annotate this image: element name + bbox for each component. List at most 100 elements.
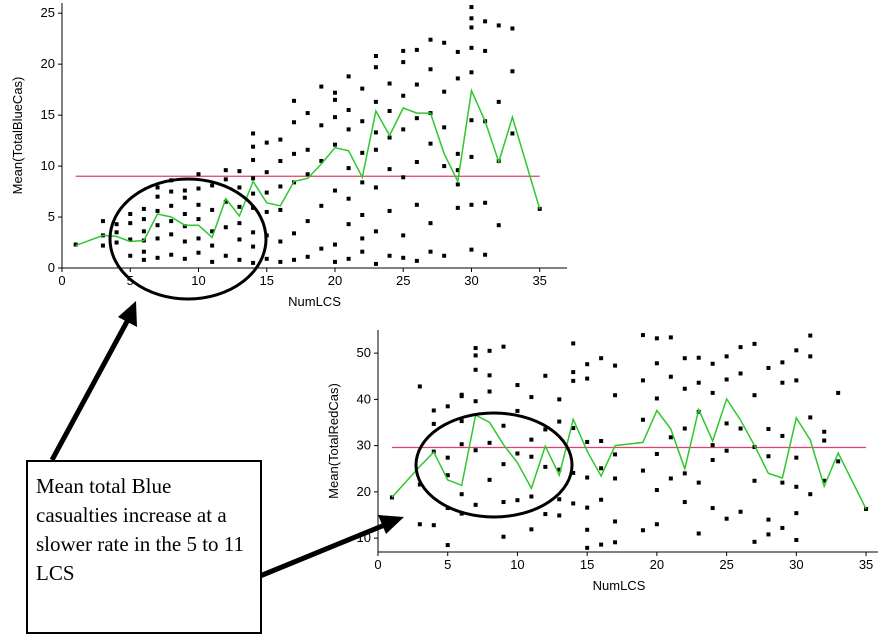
x-tick-label: 35 <box>859 557 873 572</box>
data-point <box>442 89 447 94</box>
data-point <box>251 157 256 162</box>
data-point <box>292 98 297 103</box>
data-point <box>668 476 673 481</box>
data-point <box>585 362 590 367</box>
data-point <box>360 86 365 91</box>
data-point <box>100 243 105 248</box>
data-point <box>223 253 228 258</box>
data-point <box>360 119 365 124</box>
data-point <box>780 360 785 365</box>
data-point <box>401 60 406 65</box>
data-point <box>668 374 673 379</box>
data-point <box>571 470 576 475</box>
data-point <box>251 260 256 265</box>
data-point <box>585 505 590 510</box>
data-point <box>585 475 590 480</box>
data-point <box>264 140 269 145</box>
data-point <box>766 532 771 537</box>
data-point <box>128 253 133 258</box>
data-point <box>766 454 771 459</box>
data-point <box>473 353 478 358</box>
data-point <box>196 186 201 191</box>
data-point <box>585 545 590 550</box>
data-point <box>332 97 337 102</box>
blue-casualties-chart: 0 5 10 15 20 25 30 350510152025NumLCSMean(Total… <box>10 3 567 309</box>
data-point <box>196 202 201 207</box>
y-tick-label: 30 <box>357 438 371 453</box>
data-point <box>654 522 659 527</box>
data-point <box>445 543 450 548</box>
data-point <box>305 254 310 259</box>
data-point <box>237 257 242 262</box>
data-point <box>822 478 827 483</box>
x-tick-label: 20 <box>650 557 664 572</box>
data-point <box>346 166 351 171</box>
data-point <box>483 200 488 205</box>
data-point <box>599 542 604 547</box>
data-point <box>501 423 506 428</box>
x-tick-label: 0 <box>58 273 65 288</box>
data-point <box>417 384 422 389</box>
data-point <box>455 168 460 173</box>
data-point <box>305 172 310 177</box>
data-point <box>459 392 464 397</box>
data-point <box>373 229 378 234</box>
data-point <box>346 127 351 132</box>
data-point <box>724 377 729 382</box>
data-point <box>278 158 283 163</box>
x-tick-label: 20 <box>328 273 342 288</box>
data-point <box>794 537 799 542</box>
data-point <box>557 513 562 518</box>
data-point <box>210 243 215 248</box>
data-point <box>682 356 687 361</box>
data-point <box>780 480 785 485</box>
y-tick-label: 40 <box>357 391 371 406</box>
data-point <box>585 527 590 532</box>
data-point <box>196 172 201 177</box>
data-point <box>360 213 365 217</box>
data-point <box>346 196 351 201</box>
data-point <box>613 519 618 524</box>
x-tick-label: 5 <box>444 557 451 572</box>
x-tick-label: 35 <box>532 273 546 288</box>
data-point <box>155 194 160 199</box>
data-point <box>543 427 548 432</box>
data-point <box>459 419 464 424</box>
data-point <box>428 141 433 146</box>
data-point <box>387 109 392 114</box>
y-tick-label: 20 <box>357 484 371 499</box>
data-point <box>155 236 160 241</box>
data-point <box>278 137 283 142</box>
data-point <box>387 208 392 213</box>
data-point <box>501 462 506 467</box>
data-point <box>442 253 447 258</box>
data-point <box>141 206 146 211</box>
data-point <box>487 389 492 394</box>
data-point <box>710 390 715 395</box>
data-point <box>251 131 256 136</box>
mean-by-numlcs-line <box>391 397 867 510</box>
data-point <box>278 239 283 244</box>
data-point <box>182 256 187 261</box>
data-point <box>251 144 256 149</box>
data-point <box>738 426 743 431</box>
data-point <box>196 250 201 255</box>
data-point <box>571 501 576 506</box>
y-tick-label: 15 <box>41 107 55 122</box>
data-point <box>738 345 743 350</box>
x-tick-label: 30 <box>789 557 803 572</box>
data-point <box>169 232 174 237</box>
data-point <box>571 341 576 346</box>
data-point <box>724 421 729 426</box>
data-point <box>794 378 799 383</box>
data-point <box>251 230 256 235</box>
data-point <box>360 180 365 185</box>
data-point <box>292 120 297 125</box>
data-point <box>487 348 492 353</box>
data-point <box>442 164 447 169</box>
data-point <box>319 84 324 89</box>
data-point <box>373 54 378 58</box>
data-point <box>682 386 687 391</box>
data-point <box>223 225 228 230</box>
data-point <box>414 202 419 207</box>
